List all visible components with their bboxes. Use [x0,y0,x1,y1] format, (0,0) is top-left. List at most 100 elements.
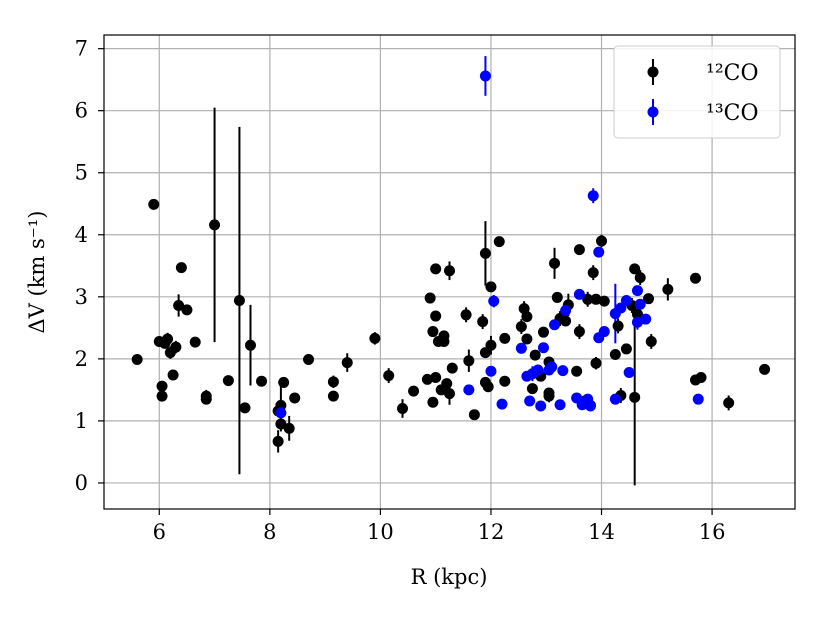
point-12co [289,392,301,404]
point-12co [327,376,339,388]
point-12co [341,357,353,369]
point-12co [477,316,489,328]
point-12co [645,335,657,347]
point-12co [463,355,475,367]
point-12co [430,371,442,383]
point-12co [529,349,541,361]
point-12co [278,376,290,388]
point-12co [560,315,572,327]
point-12co [244,339,256,351]
point-13co [557,365,569,377]
point-12co [612,320,624,332]
point-12co [485,281,497,293]
point-12co [175,262,187,274]
point-12co [493,236,505,248]
point-12co [643,293,655,305]
point-12co [441,378,453,390]
point-12co [327,390,339,402]
y-tick-label: 6 [75,99,88,123]
point-12co [499,375,511,387]
point-13co [479,70,491,82]
point-12co [573,326,585,338]
point-12co [209,219,221,231]
point-13co [620,295,632,307]
point-12co [515,321,527,333]
point-12co [173,300,185,312]
x-tick-label: 12 [478,520,505,544]
point-12co [596,235,608,247]
x-tick-label: 8 [263,520,276,544]
point-12co [189,336,201,348]
point-12co [598,295,610,307]
point-13co [631,316,643,328]
point-12co [695,371,707,383]
point-13co [560,304,572,316]
point-12co [256,375,268,387]
point-12co [148,198,160,210]
point-12co [430,263,442,275]
point-12co [723,397,735,409]
legend-label-13co: ¹³CO [706,101,759,126]
point-12co [587,267,599,279]
point-13co [598,326,610,338]
plot-frame [103,34,796,510]
point-13co [485,365,497,377]
point-13co [515,342,527,354]
x-tick-label: 10 [367,520,394,544]
legend-marker-12co [647,66,659,78]
point-12co [438,335,450,347]
point-13co [546,361,558,373]
point-12co [167,369,179,381]
point-13co [496,398,508,410]
point-12co [543,387,555,399]
point-12co [662,283,674,295]
y-tick-label: 3 [75,285,88,309]
legend-label-12co: ¹²CO [706,61,759,86]
y-tick-label: 0 [75,471,88,495]
point-13co [549,319,561,331]
point-12co [397,402,409,414]
point-12co [383,370,395,382]
x-axis-label: R (kpc) [411,565,488,589]
point-12co [629,263,641,275]
point-13co [535,400,547,412]
point-12co [430,310,442,322]
point-12co [573,244,585,256]
point-12co [156,390,168,402]
point-13co [692,393,704,405]
legend: ¹²CO ¹³CO [613,45,781,139]
point-12co [272,435,284,447]
point-12co [170,341,182,353]
point-12co [275,418,287,430]
y-tick-label: 4 [75,223,88,247]
point-12co [427,326,439,338]
x-tick-label: 14 [588,520,615,544]
point-13co [532,364,544,376]
point-13co [640,313,652,325]
point-13co [587,190,599,202]
point-12co [609,349,621,361]
point-13co [463,384,475,396]
point-13co [623,367,635,379]
point-12co [551,291,563,303]
point-12co [200,393,212,405]
point-12co [468,409,480,421]
data-points [131,70,771,447]
point-12co [521,311,533,323]
y-tick-label: 7 [75,37,88,61]
point-12co [521,333,533,345]
point-12co [233,295,245,307]
y-tick-label: 1 [75,409,88,433]
point-12co [590,357,602,369]
x-tick-label: 6 [153,520,166,544]
point-13co [488,295,500,307]
point-13co [524,395,536,407]
point-13co [573,288,585,300]
point-12co [369,332,381,344]
point-12co [499,332,511,344]
point-12co [620,343,632,355]
point-13co [593,246,605,258]
point-12co [485,339,497,351]
point-12co [421,373,433,385]
point-12co [759,363,771,375]
